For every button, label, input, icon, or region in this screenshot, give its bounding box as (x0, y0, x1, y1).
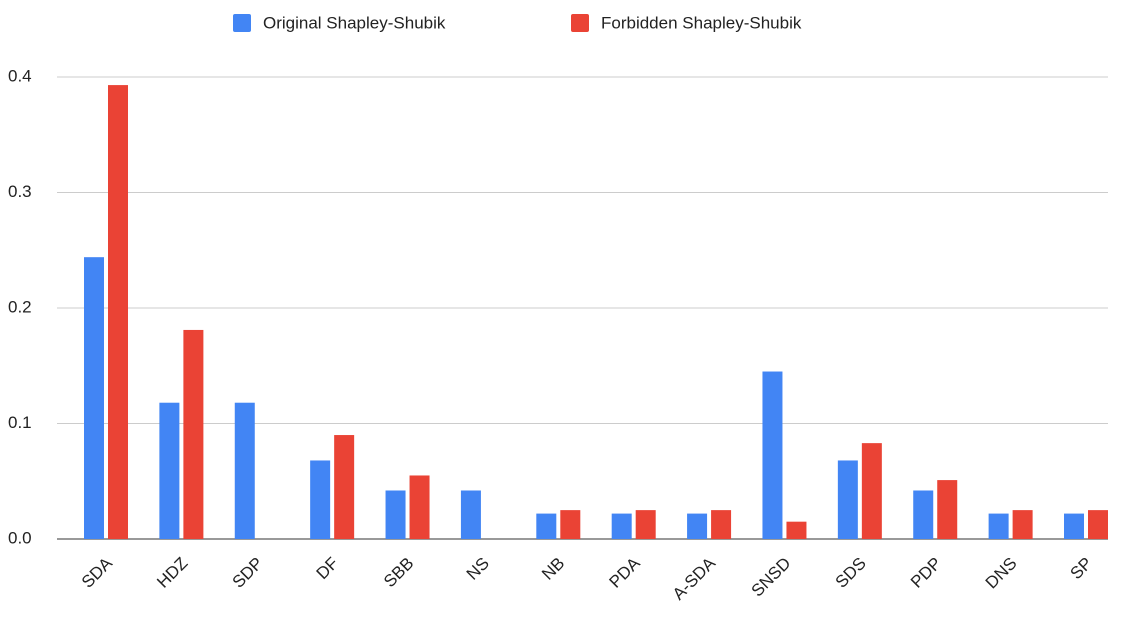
y-tick-label: 0.4 (8, 66, 32, 85)
bar (310, 460, 331, 539)
bar (687, 513, 708, 539)
bar (1012, 510, 1033, 539)
bar (861, 443, 882, 539)
bar (234, 402, 255, 539)
bar (937, 480, 958, 539)
bar (1064, 513, 1084, 539)
x-tick-label: DNS (982, 554, 1021, 593)
y-tick-label: 0.2 (8, 297, 32, 316)
legend-label: Forbidden Shapley-Shubik (601, 13, 802, 32)
bar (108, 85, 128, 540)
x-tick-label: HDZ (153, 554, 191, 592)
bar (762, 371, 783, 539)
x-tick-label: SDP (229, 554, 267, 592)
bar (711, 510, 732, 539)
legend-swatch (571, 14, 589, 32)
x-tick-label: SBB (380, 554, 417, 591)
x-tick-label: A-SDA (669, 553, 720, 604)
y-tick-label: 0.1 (8, 413, 32, 432)
bar (536, 513, 557, 539)
x-tick-label: PDA (606, 553, 645, 592)
x-tick-label: DF (313, 554, 342, 583)
x-tick-label: SDA (78, 553, 117, 592)
y-tick-label: 0.3 (8, 182, 32, 201)
bar (988, 513, 1009, 539)
bar (837, 460, 858, 539)
bar (460, 490, 481, 539)
legend-label: Original Shapley-Shubik (263, 13, 446, 32)
bar (611, 513, 632, 539)
bar (159, 402, 180, 539)
bar (1088, 510, 1108, 539)
bar (385, 490, 406, 539)
x-tick-label: SNSD (748, 554, 795, 601)
bar (786, 521, 807, 539)
x-tick-label: PDP (907, 554, 945, 592)
y-tick-label: 0.0 (8, 528, 32, 547)
bar (560, 510, 581, 539)
x-tick-label: NB (538, 554, 568, 584)
bar (635, 510, 656, 539)
x-tick-label: SP (1067, 554, 1096, 583)
bar (409, 475, 430, 539)
bar (913, 490, 934, 539)
bar (334, 435, 355, 539)
legend-swatch (233, 14, 251, 32)
bar (183, 329, 204, 539)
bar (84, 257, 104, 539)
x-tick-label: NS (463, 554, 493, 584)
x-tick-label: SDS (832, 554, 870, 592)
